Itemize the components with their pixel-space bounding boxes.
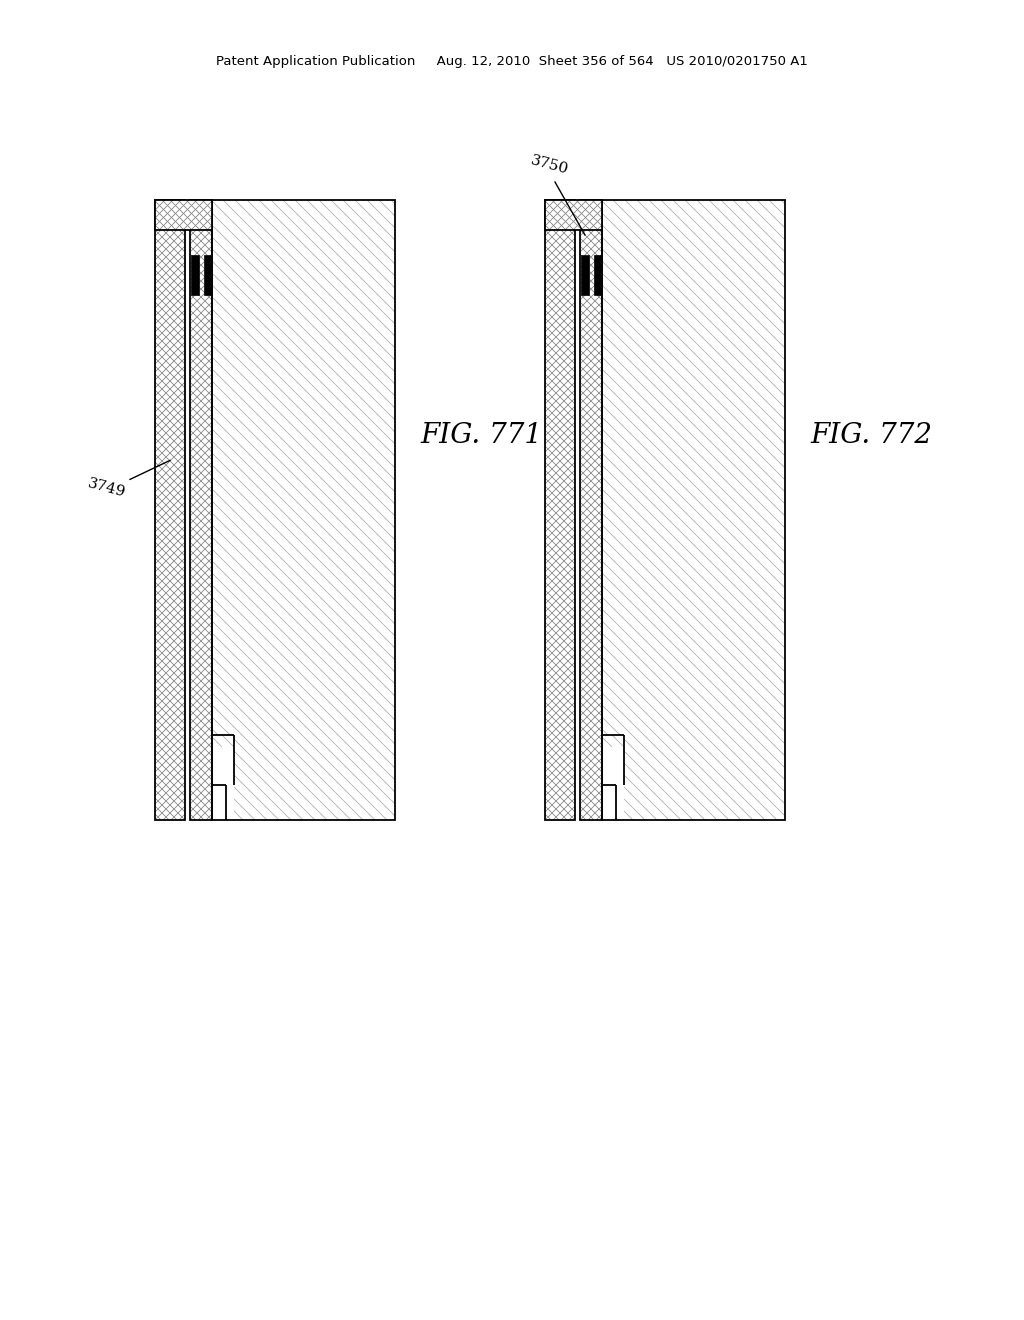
- Bar: [190, 255, 199, 294]
- Bar: [545, 201, 602, 230]
- Bar: [204, 255, 212, 294]
- Bar: [190, 201, 212, 820]
- Bar: [212, 201, 395, 820]
- Text: 3749: 3749: [86, 477, 127, 500]
- Bar: [575, 201, 580, 820]
- Bar: [212, 201, 395, 820]
- Bar: [185, 201, 190, 820]
- Bar: [155, 201, 212, 230]
- Bar: [581, 255, 589, 294]
- Bar: [155, 201, 185, 820]
- Bar: [545, 201, 575, 820]
- Bar: [580, 201, 602, 820]
- Bar: [155, 201, 185, 820]
- Bar: [594, 255, 601, 294]
- Bar: [580, 201, 602, 820]
- Bar: [190, 201, 212, 820]
- Bar: [212, 735, 234, 747]
- Bar: [545, 201, 602, 230]
- Text: 3750: 3750: [529, 153, 570, 177]
- Bar: [602, 201, 785, 820]
- Bar: [545, 201, 575, 820]
- Bar: [602, 735, 624, 747]
- Text: FIG. 771: FIG. 771: [420, 422, 542, 449]
- Bar: [602, 735, 624, 822]
- Text: FIG. 772: FIG. 772: [810, 422, 932, 449]
- Text: Patent Application Publication     Aug. 12, 2010  Sheet 356 of 564   US 2010/020: Patent Application Publication Aug. 12, …: [216, 55, 808, 69]
- Bar: [212, 735, 234, 822]
- Bar: [602, 201, 785, 820]
- Bar: [155, 201, 212, 230]
